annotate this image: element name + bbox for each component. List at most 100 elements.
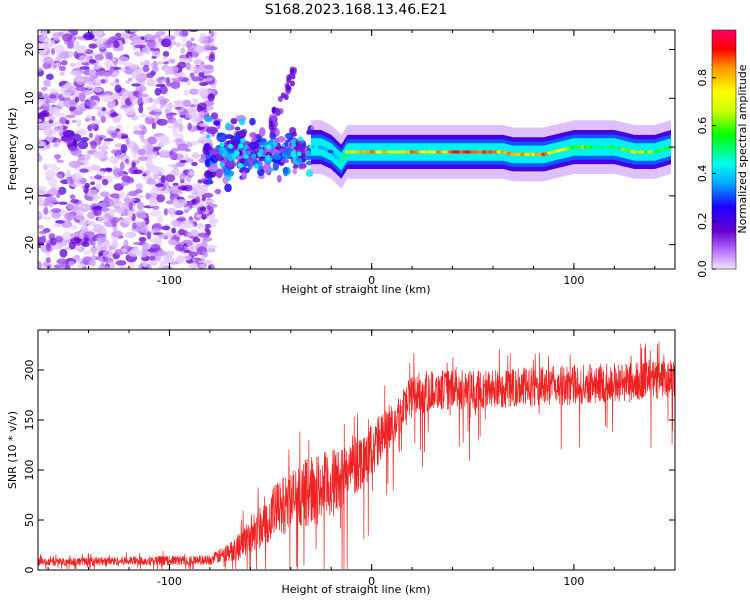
spectrogram-noise-blob bbox=[60, 85, 67, 93]
spectrogram-noise-blob bbox=[70, 237, 82, 245]
spectrogram-noise-blob bbox=[57, 31, 64, 37]
spectrogram-noise-blob bbox=[70, 110, 83, 116]
colorbar-tick-label: 0.2 bbox=[696, 212, 709, 230]
spectrogram-noise-blob bbox=[191, 262, 198, 269]
spectrogram-noise-blob bbox=[127, 262, 135, 269]
spectrogram-noise-blob bbox=[167, 239, 177, 245]
spectrogram-noise-blob bbox=[46, 242, 51, 252]
spectrogram-noise-blob bbox=[75, 77, 85, 83]
spectrogram-noise-blob bbox=[65, 114, 76, 119]
spectrogram-noise-blob bbox=[195, 223, 204, 229]
spectrogram-noise-blob bbox=[169, 151, 178, 161]
spectrogram-y-tick-label: 20 bbox=[23, 43, 36, 57]
spectrogram-y-label: Frequency (Hz) bbox=[6, 108, 19, 191]
spectrogram-noise-blob bbox=[72, 255, 80, 261]
spectrogram-noise-blob bbox=[41, 235, 47, 243]
spectrogram-noise-blob bbox=[55, 235, 64, 243]
spectrogram-x-tick-label: 0 bbox=[368, 274, 375, 287]
spectrogram-noise-blob bbox=[151, 169, 158, 175]
spectrogram-noise-blob bbox=[188, 88, 200, 95]
spectrogram-noise-blob bbox=[111, 230, 123, 238]
spectrogram-noise-blob bbox=[94, 174, 102, 180]
spectrogram-noise-blob bbox=[161, 225, 171, 231]
spectrogram-noise-blob bbox=[201, 251, 208, 258]
spectrogram-noise-blob bbox=[138, 249, 149, 258]
spectrogram-noise-blob bbox=[189, 141, 201, 145]
spectrogram-noise-blob bbox=[189, 112, 196, 116]
spectrogram-noise-blob bbox=[146, 181, 158, 185]
spectrogram-noise-blob bbox=[75, 148, 82, 158]
spectrogram-noise-blob bbox=[88, 132, 94, 139]
spectrogram-noise-blob bbox=[133, 125, 139, 131]
spectrogram-noise-blob bbox=[103, 266, 112, 269]
spectrogram-noise-blob bbox=[155, 83, 166, 88]
spectrogram-noise-blob bbox=[61, 33, 73, 42]
spectrogram-noise-blob bbox=[76, 118, 82, 128]
spectrogram-streak-blob bbox=[286, 74, 292, 81]
spectrogram-transition-blob bbox=[208, 148, 219, 156]
spectrogram-noise-blob bbox=[117, 96, 124, 101]
spectrogram-noise-blob bbox=[123, 91, 133, 96]
spectrogram-transition-blob bbox=[214, 188, 222, 195]
spectrogram-noise-blob bbox=[53, 223, 63, 227]
colorbar-ticks: 0.0 0.2 0.4 0.6 0.8 bbox=[696, 69, 716, 278]
spectrogram-noise-blob bbox=[162, 50, 170, 58]
spectrogram-noise-blob bbox=[188, 251, 199, 257]
spectrogram-noise-blob bbox=[197, 258, 202, 262]
spectrogram-noise-blob bbox=[38, 261, 43, 269]
spectrogram-noise-blob bbox=[115, 260, 127, 266]
spectrogram-noise-blob bbox=[81, 177, 87, 183]
spectrogram-noise-blob bbox=[44, 163, 57, 168]
spectrogram-noise-blob bbox=[150, 61, 159, 69]
spectrogram-noise-blob bbox=[205, 244, 215, 253]
spectrogram-noise-blob bbox=[183, 255, 192, 261]
spectrogram-noise-blob bbox=[172, 163, 179, 170]
spectrogram-noise-blob bbox=[60, 60, 68, 66]
snr-data bbox=[38, 341, 675, 570]
chart-title: S168.2023.168.13.46.E21 bbox=[265, 2, 448, 18]
spectrogram-transition-blob bbox=[213, 120, 221, 126]
spectrogram-noise-blob bbox=[198, 263, 208, 268]
spectrogram-ridge-point bbox=[338, 160, 344, 164]
spectrogram-noise-blob bbox=[96, 170, 106, 176]
spectrogram-noise-blob bbox=[155, 183, 165, 188]
spectrogram-noise-blob bbox=[48, 187, 58, 197]
spectrogram-noise-blob bbox=[125, 231, 137, 238]
spectrogram-streak-blob bbox=[285, 84, 291, 91]
spectrogram-noise-blob bbox=[74, 40, 80, 50]
spectrogram-noise-blob bbox=[206, 204, 211, 211]
spectrogram-transition-blob bbox=[225, 134, 234, 140]
spectrogram-streak-blob bbox=[268, 120, 274, 127]
spectrogram-noise-blob bbox=[183, 89, 189, 96]
spectrogram-y-tick-label: -10 bbox=[23, 187, 36, 205]
spectrogram-noise-blob bbox=[205, 199, 216, 204]
spectrogram-noise-blob bbox=[50, 208, 61, 214]
spectrogram-bright-blob bbox=[296, 151, 302, 157]
spectrogram-noise-blob bbox=[160, 149, 170, 159]
spectrogram-noise-blob bbox=[158, 264, 165, 269]
spectrogram-noise-blob bbox=[195, 195, 201, 204]
spectrogram-noise-blob bbox=[69, 203, 81, 212]
spectrogram-noise-blob bbox=[55, 138, 63, 143]
spectrogram-noise-blob bbox=[151, 55, 157, 60]
spectrogram-noise-blob bbox=[181, 36, 187, 43]
colorbar: 0.0 0.2 0.4 0.6 0.8 Normalized spectral ampl… bbox=[696, 29, 749, 278]
spectrogram-noise-blob bbox=[191, 161, 198, 167]
spectrogram-transition-blob bbox=[249, 132, 257, 139]
spectrogram-noise-blob bbox=[99, 191, 110, 198]
spectrogram-noise-blob bbox=[66, 169, 71, 177]
spectrogram-noise-blob bbox=[112, 60, 118, 66]
spectrogram-noise-blob bbox=[51, 211, 61, 219]
snr-x-tick-label: 100 bbox=[563, 575, 584, 588]
spectrogram-noise-blob bbox=[150, 210, 162, 217]
spectrogram-noise-blob bbox=[126, 111, 136, 116]
spectrogram-noise-blob bbox=[210, 84, 217, 89]
spectrogram-bright-blob bbox=[291, 152, 297, 158]
spectrogram-noise-blob bbox=[175, 255, 186, 264]
spectrogram-noise-blob bbox=[137, 195, 144, 199]
spectrogram-noise-blob bbox=[90, 254, 96, 263]
spectrogram-noise-blob bbox=[82, 32, 95, 41]
spectrogram-transition-blob bbox=[272, 161, 280, 171]
spectrogram-noise-blob bbox=[47, 97, 57, 104]
